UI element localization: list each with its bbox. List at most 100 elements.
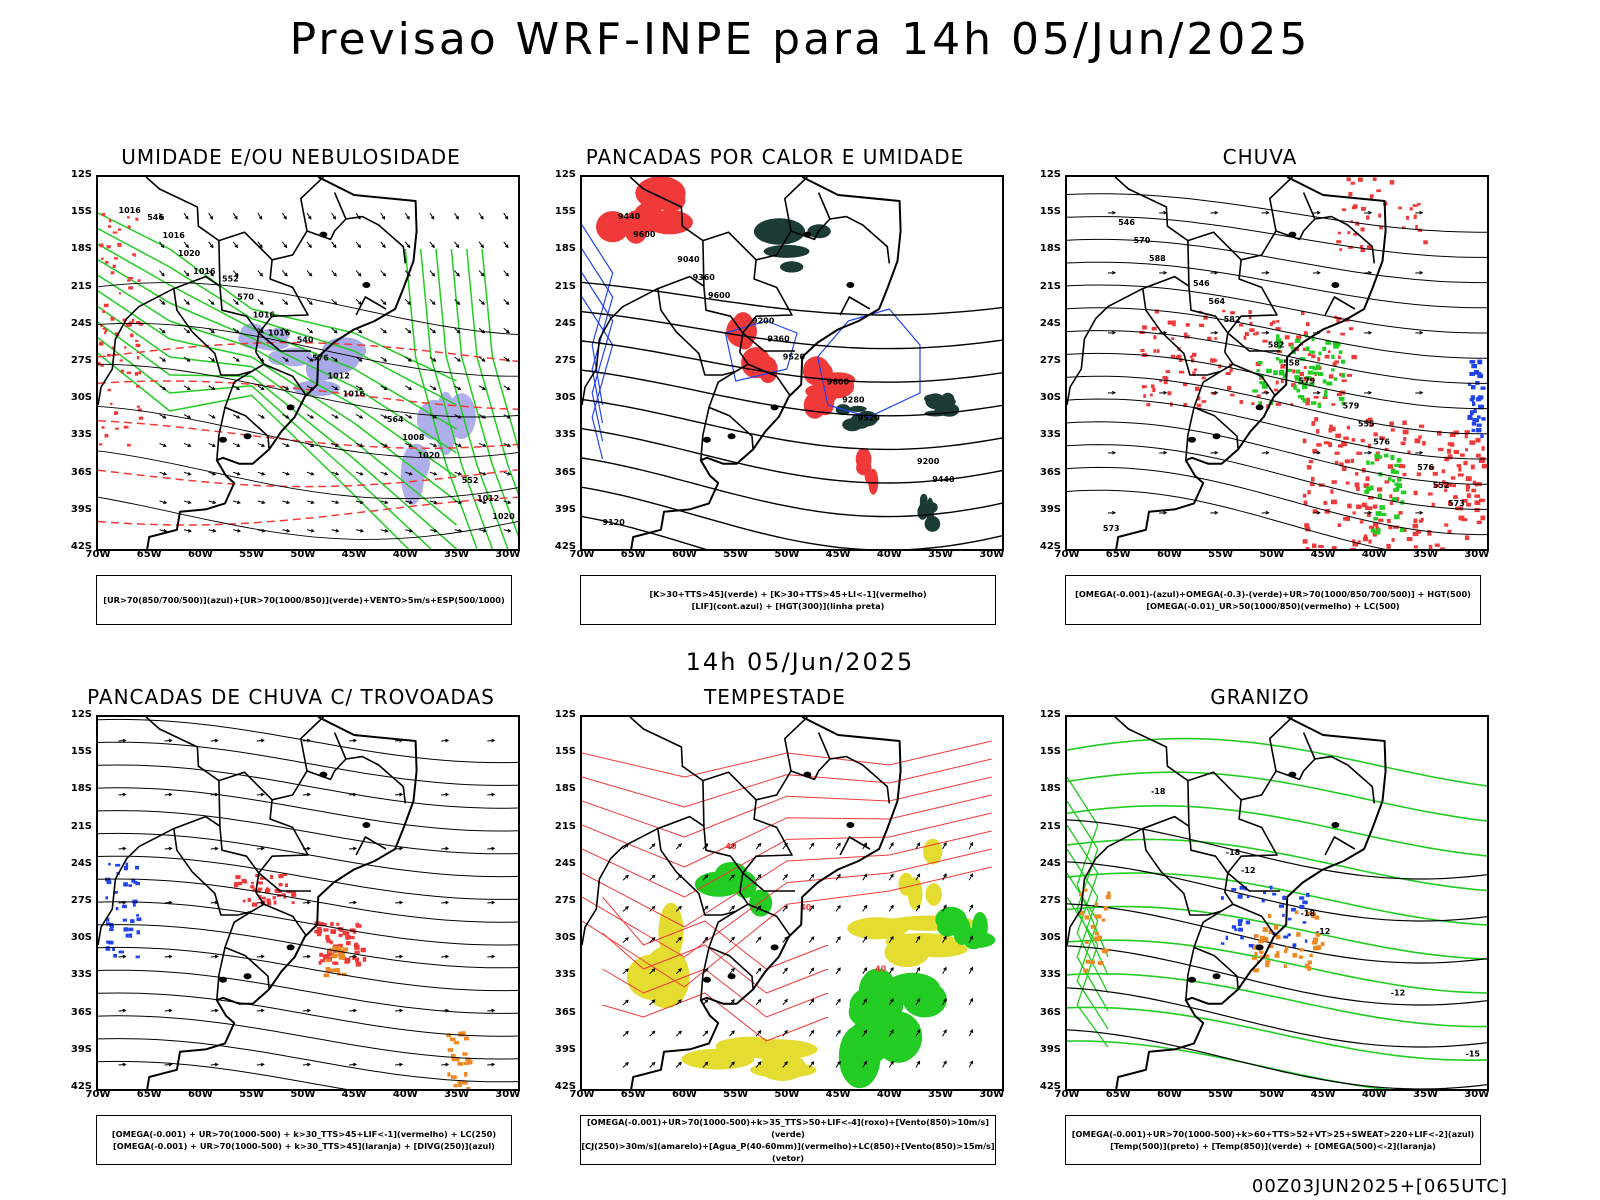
lon-tick-label: 65W xyxy=(620,1089,646,1100)
border-line xyxy=(582,287,659,406)
geographic-borders xyxy=(582,177,902,549)
contour-label: 1008 xyxy=(402,433,425,442)
lc850-red-contour xyxy=(602,932,829,994)
coastline xyxy=(630,717,902,1089)
border-line xyxy=(742,717,808,892)
temp850-green-contour xyxy=(1067,939,1487,994)
lat-tick-label: 18S xyxy=(70,243,92,255)
lat-tick-label: 39S xyxy=(70,1043,92,1055)
lon-tick-label: 30W xyxy=(495,549,521,560)
rain-green-area xyxy=(1364,453,1407,535)
border-line xyxy=(98,827,175,946)
rain-red-area xyxy=(1336,177,1428,253)
map-area xyxy=(96,715,520,1091)
lon-tick-label: 35W xyxy=(1413,1089,1439,1100)
streamline xyxy=(98,741,518,786)
lifted-index-blue-contour xyxy=(582,296,614,460)
contour-label: 579 xyxy=(1299,376,1316,385)
border-line xyxy=(224,891,270,990)
streamline xyxy=(98,969,518,1014)
lake xyxy=(1255,944,1264,951)
coastline xyxy=(146,177,418,549)
lake xyxy=(770,404,779,411)
lon-tick-label: 45W xyxy=(825,1089,851,1100)
contour-label: 540 xyxy=(297,336,314,345)
lon-tick-label: 70W xyxy=(1054,1089,1080,1100)
lc850-red-contour xyxy=(602,896,829,970)
main-title: Previsao WRF-INPE para 14h 05/Jun/2025 xyxy=(289,14,1311,65)
hgt500-contour xyxy=(1067,261,1487,309)
lat-tick-label: 36S xyxy=(1039,1006,1061,1018)
humidity-green-contour xyxy=(98,305,457,526)
contour-label: -18 xyxy=(1226,848,1241,857)
temp500-contour xyxy=(1067,987,1487,1048)
lat-tick-label: 36S xyxy=(70,466,92,478)
temp850-green-contour xyxy=(1067,896,1109,1048)
lat-tick-label: 42S xyxy=(70,1081,92,1092)
lon-tick-label: 30W xyxy=(1464,549,1490,560)
lat-tick-label: 12S xyxy=(70,709,92,720)
hgt500-contour xyxy=(1067,238,1487,284)
lake xyxy=(286,404,295,411)
lat-tick-label: 36S xyxy=(70,1006,92,1018)
lat-tick-label: 15S xyxy=(554,206,576,218)
lon-tick-label: 60W xyxy=(1156,1089,1182,1100)
border-line xyxy=(98,287,175,406)
humidity-green-contour xyxy=(404,248,478,549)
panel-title: PANCADAS POR CALOR E UMIDADE xyxy=(585,145,965,169)
legend-line: [UR>70(850/700/500)](azul)+[UR>70(1000/8… xyxy=(103,595,505,605)
lon-tick-label: 45W xyxy=(825,549,851,560)
lat-tick-label: 27S xyxy=(1039,895,1061,906)
lon-tick-label: 65W xyxy=(136,549,162,560)
coastline xyxy=(146,717,418,1089)
hgt500-contour xyxy=(1067,375,1487,435)
lifted-index-blue-contour xyxy=(582,272,614,442)
legend-line: [OMEGA(-0.01)_UR>50(1000/850)(vermelho) … xyxy=(1146,601,1400,611)
lon-tick-label: 50W xyxy=(1259,549,1285,560)
border-line xyxy=(333,732,407,804)
map-layers: -12 -12 -12 -15 -18 -18 -18 xyxy=(1067,717,1487,1089)
contour-label: 570 xyxy=(237,292,254,301)
lake xyxy=(803,231,812,238)
panel-title: UMIDADE E/OU NEBULOSIDADE xyxy=(121,145,461,169)
lc850-red-contour xyxy=(582,830,992,928)
border-line xyxy=(216,947,226,1001)
temp500-contour xyxy=(1067,1029,1487,1089)
lat-tick-label: 33S xyxy=(1039,969,1061,981)
lon-tick-label: 45W xyxy=(1310,1089,1336,1100)
lon-tick-label: 70W xyxy=(1054,549,1080,560)
contour-label: 9280 xyxy=(842,396,865,405)
border-line xyxy=(1187,231,1242,261)
border-line xyxy=(1324,296,1356,316)
lat-tick-label: 27S xyxy=(70,895,92,906)
temp850-green-contour xyxy=(1067,838,1487,892)
contour-label: 1016 xyxy=(193,267,216,276)
lake xyxy=(243,433,252,440)
humidity-green-contour xyxy=(98,274,457,478)
thunderstorm-orange-area xyxy=(446,1031,473,1089)
lat-tick-label: 36S xyxy=(1039,466,1061,478)
contour-label: 576 xyxy=(312,354,329,363)
lat-tick-label: 30S xyxy=(1039,392,1061,404)
lat-tick-label: 21S xyxy=(70,280,92,292)
coastline xyxy=(1115,177,1387,549)
contour-label: 9440 xyxy=(932,475,955,484)
map-layers: 588 582 579 576 573 570 564 558 555 552 546 546 582 5… xyxy=(1067,177,1487,549)
border-line xyxy=(702,231,757,261)
border-line xyxy=(629,177,705,287)
red-spots xyxy=(98,213,144,447)
streamline xyxy=(98,855,518,900)
temp850-green-contour xyxy=(1067,800,1109,976)
temp500-contour xyxy=(1067,861,1487,922)
hgt500-contour xyxy=(1067,193,1487,233)
contour-label: 552 xyxy=(1433,481,1450,490)
pressure-contour xyxy=(98,450,518,500)
map-area: 588 582 579 576 573 570 564 558 555 552 546 546 582 5… xyxy=(1065,175,1489,551)
panel-title: PANCADAS DE CHUVA C/ TROVOADAS xyxy=(87,685,495,709)
lon-tick-label: 55W xyxy=(239,1089,265,1100)
lake xyxy=(218,436,227,443)
lon-tick-label: 30W xyxy=(495,1089,521,1100)
thickness-red-contour xyxy=(98,380,518,411)
legend-line: [OMEGA(-0.001)+UR>70(1000-500)+k>60+TTS>… xyxy=(1071,1129,1475,1139)
streamline xyxy=(98,1060,347,1089)
